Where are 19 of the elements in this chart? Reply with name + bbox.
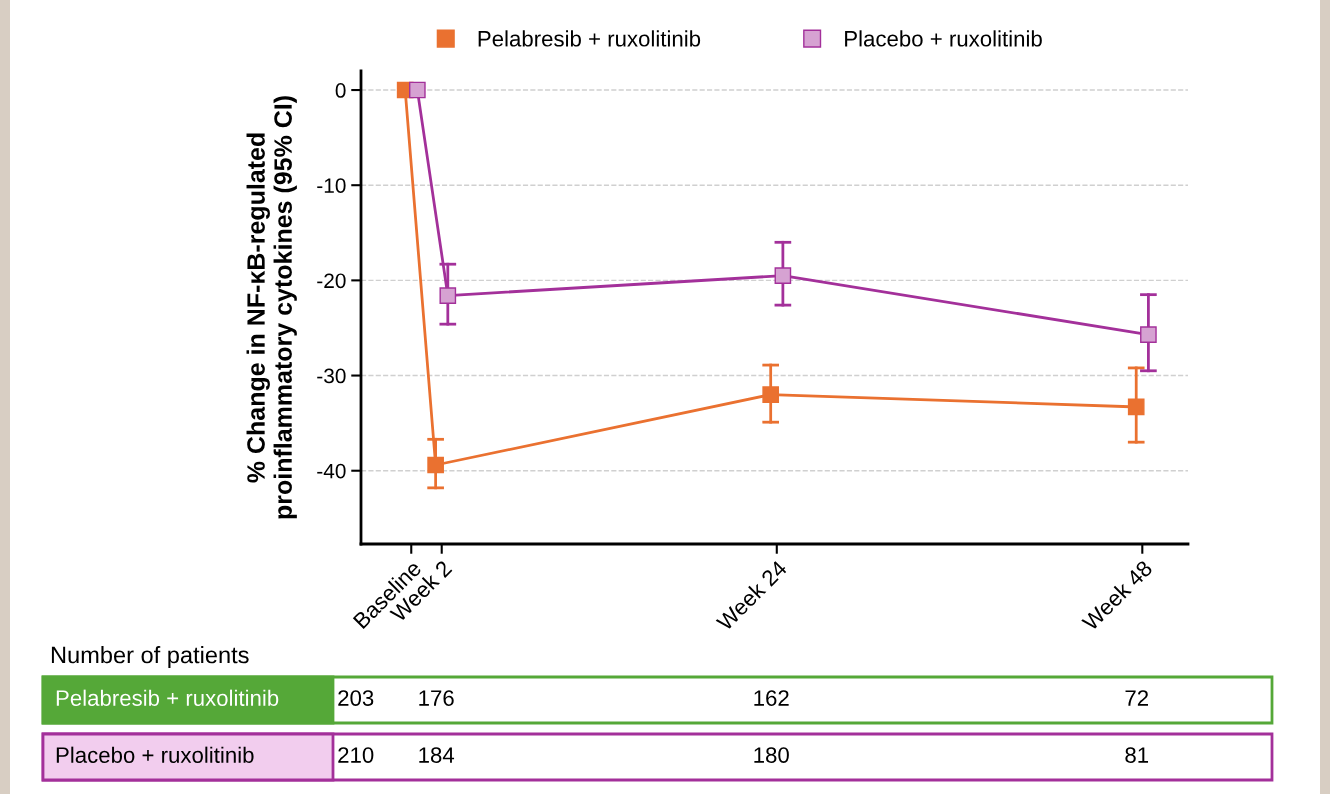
legend-label: Placebo + ruxolitinib	[845, 30, 1042, 47]
y-tick-label: -10	[317, 178, 346, 193]
y-tick-label: 0	[335, 83, 346, 98]
y-axis-title: % Change in NF-κB-regulated proinflammatory cytokines (95% CI)	[246, 96, 297, 519]
text: 184	[419, 747, 455, 763]
legend-label: Pelabresib + ruxolitinib	[478, 30, 701, 47]
y-tick-label: -40	[317, 463, 346, 479]
text: 72	[1125, 690, 1148, 706]
text: 176	[419, 690, 454, 706]
y-tick-label: -30	[317, 368, 346, 384]
text: 162	[754, 690, 789, 706]
text: Number of patients	[51, 645, 249, 669]
y-tick-label: -20	[317, 273, 346, 289]
text: Pelabresib + ruxolitinib	[56, 689, 279, 706]
text: 180	[754, 747, 789, 763]
text: 210	[338, 747, 374, 763]
text: 203	[338, 690, 374, 706]
text: 81	[1125, 747, 1149, 763]
text: Placebo + ruxolitinib	[56, 746, 254, 763]
